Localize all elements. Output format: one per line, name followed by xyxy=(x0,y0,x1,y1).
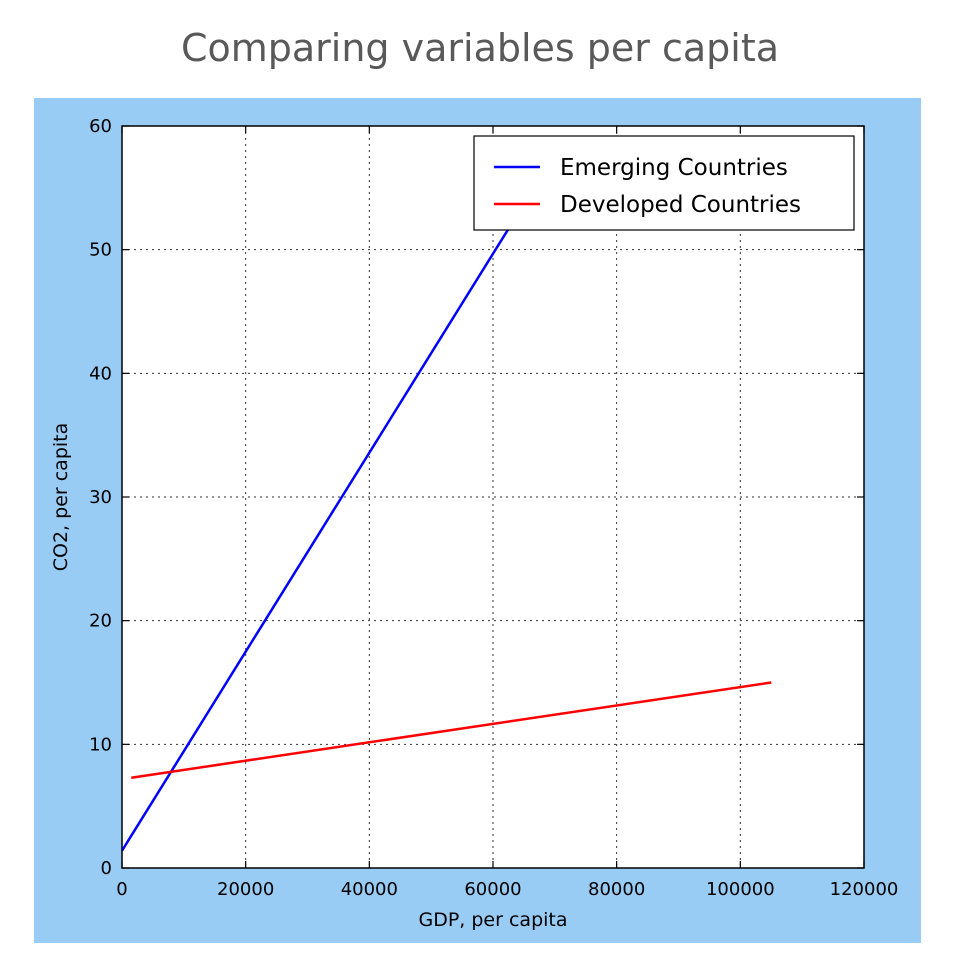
y-tick-label: 20 xyxy=(89,611,112,632)
x-tick-label: 40000 xyxy=(341,879,398,900)
legend-box xyxy=(473,135,855,231)
series-line-developed-countries xyxy=(131,681,772,779)
x-tick-label: 80000 xyxy=(588,879,645,900)
x-tick-label: 100000 xyxy=(706,879,775,900)
legend-label-emerging-countries: Emerging Countries xyxy=(560,155,788,181)
y-tick-label: 30 xyxy=(89,487,112,508)
page-title: Comparing variables per capita xyxy=(180,26,780,70)
grid xyxy=(122,126,864,868)
series-lines xyxy=(122,193,772,852)
y-tick-label: 10 xyxy=(89,734,112,755)
y-tick-label: 40 xyxy=(89,363,112,384)
series-line-emerging-countries xyxy=(122,193,532,852)
x-tick-label: 120000 xyxy=(830,879,899,900)
y-tick-label: 60 xyxy=(89,116,112,137)
x-tick-label: 20000 xyxy=(217,879,274,900)
chart-panel: 0 20000 40000 60000 80000 100000 120000 0 10 20 30… xyxy=(34,98,921,943)
y-tick-label: 0 xyxy=(101,858,112,879)
y-tick-label: 50 xyxy=(89,240,112,261)
x-tick-label: 0 xyxy=(116,879,127,900)
y-axis-label: CO2, per capita xyxy=(50,423,72,572)
x-tick-label: 60000 xyxy=(464,879,521,900)
axis-ticks: 0 20000 40000 60000 80000 100000 120000 0 10 20 30… xyxy=(89,116,898,900)
x-axis-label: GDP, per capita xyxy=(418,909,567,931)
legend: Emerging Countries Developed Countries xyxy=(473,135,855,231)
line-chart: 0 20000 40000 60000 80000 100000 120000 0 10 20 30… xyxy=(50,116,898,931)
legend-label-developed-countries: Developed Countries xyxy=(560,192,801,218)
